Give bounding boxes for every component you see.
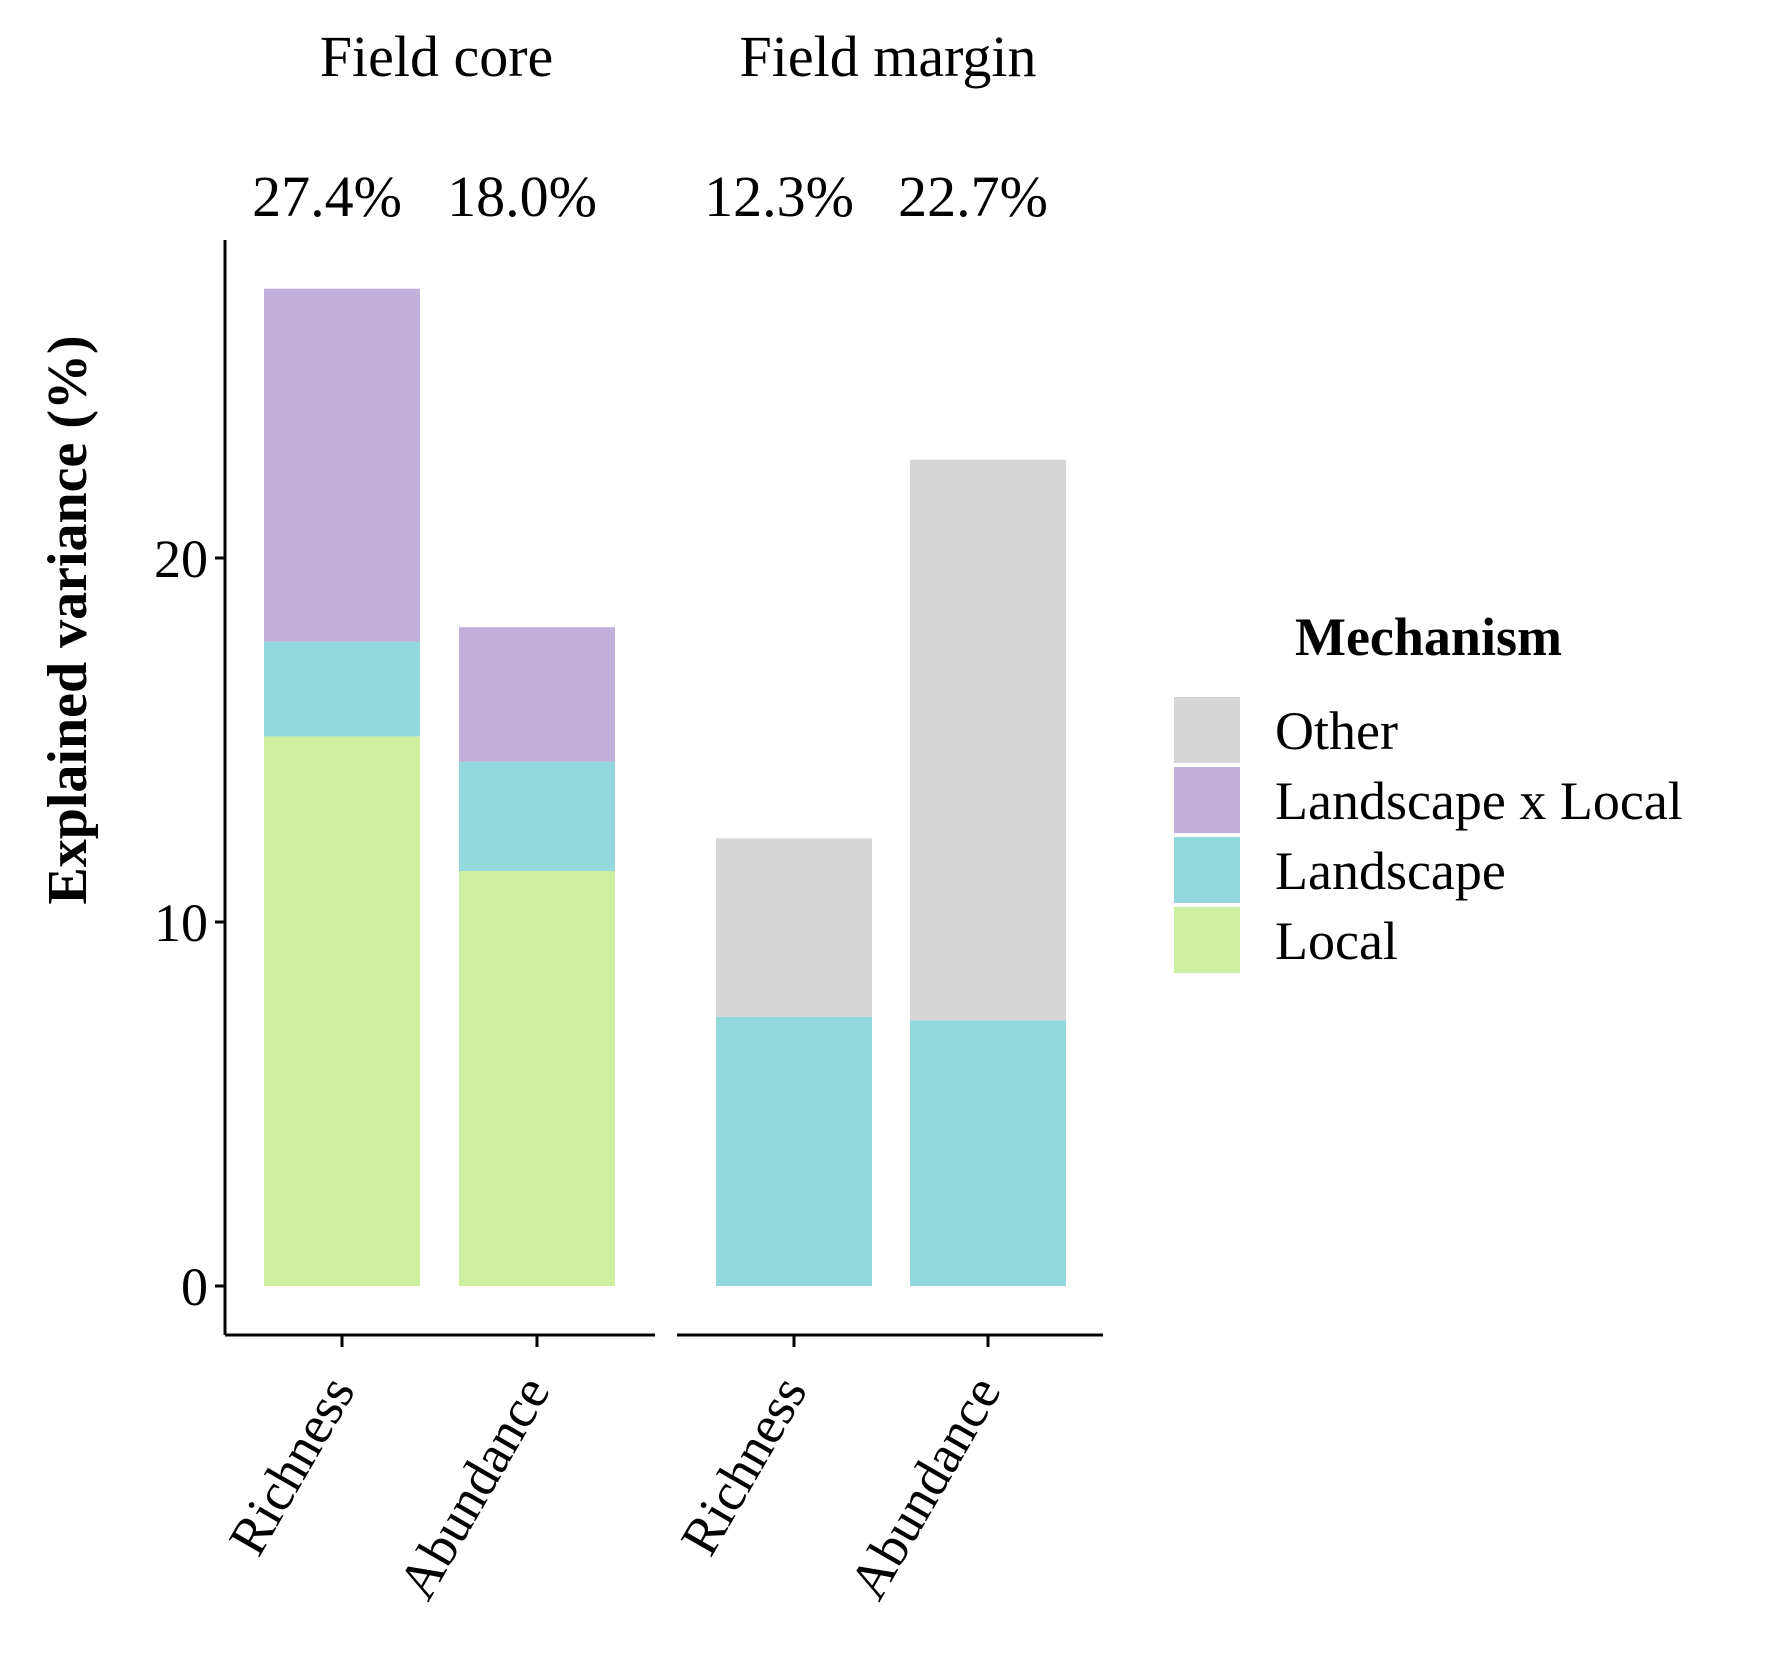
legend-title: Mechanism bbox=[1295, 607, 1562, 667]
facet-title-field-core: Field core bbox=[320, 24, 554, 89]
bar-field-margin-abundance-landscape bbox=[910, 1020, 1066, 1286]
bar-field-core-abundance-local bbox=[459, 871, 615, 1286]
legend-swatch-landscape-x-local bbox=[1174, 767, 1240, 833]
legend-label-other: Other bbox=[1275, 701, 1398, 761]
total-label-field-margin-richness: 12.3% bbox=[704, 164, 854, 229]
bar-field-core-richness-landscape-x-local bbox=[264, 288, 420, 642]
legend-label-local: Local bbox=[1275, 911, 1398, 971]
x-label-field-margin-richness: Richness bbox=[669, 1366, 818, 1565]
x-label-field-core-abundance: Abundance bbox=[386, 1366, 561, 1609]
bars-layer bbox=[264, 288, 1066, 1286]
legend: Mechanism Other Landscape x Local Landscape… bbox=[1174, 607, 1683, 973]
y-tick-label-20: 20 bbox=[154, 529, 208, 589]
bar-field-core-abundance-landscape-x-local bbox=[459, 627, 615, 762]
legend-swatch-other bbox=[1174, 697, 1240, 763]
y-axis-title: Explained variance (%) bbox=[37, 335, 99, 904]
bar-field-margin-abundance-other bbox=[910, 459, 1066, 1021]
total-label-field-margin-abundance: 22.7% bbox=[898, 164, 1048, 229]
bar-field-core-abundance-landscape bbox=[459, 761, 615, 872]
bar-field-margin-richness-landscape bbox=[716, 1016, 872, 1286]
total-label-field-core-richness: 27.4% bbox=[252, 164, 402, 229]
legend-label-landscape-x-local: Landscape x Local bbox=[1275, 771, 1683, 831]
axes-layer bbox=[215, 240, 1103, 1347]
bar-field-core-richness-local bbox=[264, 736, 420, 1286]
facet-title-field-margin: Field margin bbox=[740, 24, 1037, 89]
bar-field-margin-richness-other bbox=[716, 838, 872, 1017]
y-tick-label-10: 10 bbox=[154, 893, 208, 953]
y-tick-label-0: 0 bbox=[181, 1257, 208, 1317]
legend-swatch-landscape bbox=[1174, 837, 1240, 903]
legend-label-landscape: Landscape bbox=[1275, 841, 1506, 901]
bar-field-core-richness-landscape bbox=[264, 641, 420, 737]
legend-swatch-local bbox=[1174, 907, 1240, 973]
total-label-field-core-abundance: 18.0% bbox=[447, 164, 597, 229]
x-label-field-margin-abundance: Abundance bbox=[837, 1366, 1012, 1609]
x-label-field-core-richness: Richness bbox=[217, 1366, 366, 1565]
